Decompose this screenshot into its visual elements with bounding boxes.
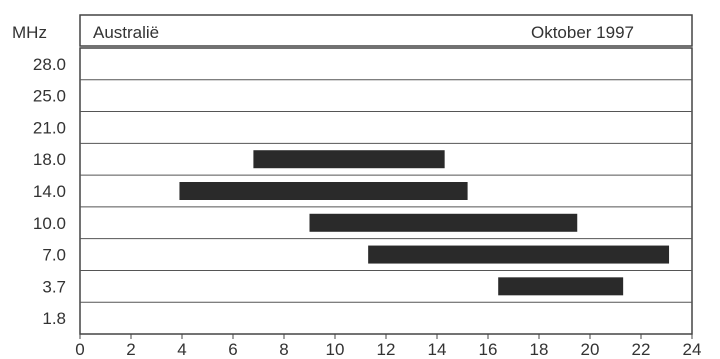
- y-tick-label: 18.0: [33, 150, 66, 169]
- x-tick-label: 14: [428, 340, 447, 359]
- x-tick-label: 2: [126, 340, 135, 359]
- x-tick-label: 10: [326, 340, 345, 359]
- y-tick-label: 14.0: [33, 182, 66, 201]
- band-range-bar: [309, 213, 578, 232]
- y-tick-label: 28.0: [33, 55, 66, 74]
- chart-subtitle: Oktober 1997: [531, 23, 634, 42]
- x-tick-label: 12: [377, 340, 396, 359]
- x-tick-label: 24: [683, 340, 702, 359]
- x-tick-label: 16: [479, 340, 498, 359]
- band-range-bar: [179, 182, 468, 200]
- y-tick-label: 3.7: [42, 277, 66, 296]
- x-tick-label: 8: [279, 340, 288, 359]
- x-tick-label: 0: [75, 340, 84, 359]
- band-range-bar: [368, 245, 670, 264]
- y-tick-label: 10.0: [33, 214, 66, 233]
- x-tick-label: 4: [177, 340, 186, 359]
- x-tick-label: 20: [581, 340, 600, 359]
- y-tick-label: 25.0: [33, 87, 66, 106]
- x-tick-label: 18: [530, 340, 549, 359]
- y-tick-label: 21.0: [33, 118, 66, 137]
- y-tick-label: 7.0: [42, 246, 66, 265]
- x-tick-label: 22: [632, 340, 651, 359]
- band-range-bar: [253, 150, 445, 169]
- header-box: [79, 14, 693, 47]
- x-tick-label: 6: [228, 340, 237, 359]
- band-range-bar: [498, 277, 624, 296]
- y-tick-label: 1.8: [42, 309, 66, 328]
- chart-title: Australië: [93, 23, 159, 42]
- y-axis-unit-label: MHz: [12, 23, 47, 42]
